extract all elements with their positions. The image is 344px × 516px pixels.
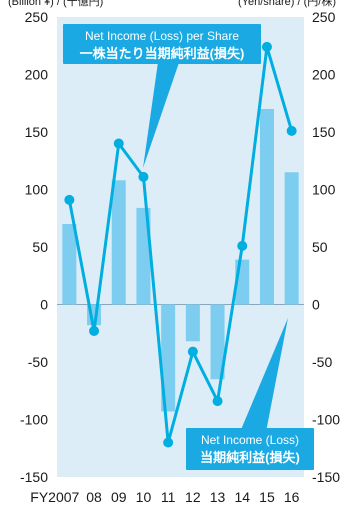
bar-5 <box>185 304 200 342</box>
x-tick-2: 09 <box>111 489 127 505</box>
eps-point-9 <box>286 125 297 136</box>
eps-point-7 <box>237 240 248 251</box>
left-tick-4: 50 <box>32 239 48 255</box>
eps-callout-label-en: Net Income (Loss) per Share <box>85 29 239 43</box>
bar-3 <box>136 207 151 305</box>
right-tick-7: -100 <box>312 412 340 428</box>
eps-callout-pointer <box>143 48 184 168</box>
x-tick-4: 11 <box>161 489 176 505</box>
bar-4 <box>161 304 176 412</box>
x-tick-8: 15 <box>259 489 275 505</box>
ni-callout-label-ja: 当期純利益(損失) <box>200 450 300 465</box>
eps-point-8 <box>261 41 272 52</box>
x-tick-5: 12 <box>185 489 201 505</box>
left-tick-6: -50 <box>28 354 48 370</box>
right-tick-2: 150 <box>312 124 336 140</box>
ni-callout-pointer <box>240 318 288 432</box>
eps-callout-label-ja: 一株当たり当期純利益(損失) <box>80 46 245 61</box>
bar-8 <box>259 109 274 305</box>
x-tick-7: 14 <box>234 489 250 505</box>
left-tick-8: -150 <box>20 469 48 485</box>
left-tick-1: 200 <box>25 67 49 83</box>
eps-callout-box <box>63 24 261 64</box>
eps-point-2 <box>113 138 124 149</box>
eps-line <box>67 45 294 444</box>
bar-9 <box>284 172 299 305</box>
right-tick-6: -50 <box>312 354 332 370</box>
right-tick-8: -150 <box>312 469 340 485</box>
right-tick-1: 200 <box>312 67 336 83</box>
eps-point-6 <box>212 396 223 407</box>
eps-point-4 <box>163 437 174 448</box>
x-tick-9: 16 <box>284 489 300 505</box>
left-tick-3: 100 <box>25 182 49 198</box>
left-tick-2: 150 <box>25 124 49 140</box>
right-tick-0: 250 <box>312 9 336 25</box>
eps-point-0 <box>64 194 75 205</box>
ni-callout-box <box>186 428 314 470</box>
x-tick-3: 10 <box>136 489 152 505</box>
x-tick-6: 13 <box>210 489 226 505</box>
eps-point-5 <box>187 346 198 357</box>
bar-0 <box>62 224 77 305</box>
left-tick-0: 250 <box>25 9 49 25</box>
bar-2 <box>111 180 126 305</box>
eps-point-3 <box>138 171 149 182</box>
right-tick-5: 0 <box>312 297 320 313</box>
right-tick-3: 100 <box>312 182 336 198</box>
x-tick-1: 08 <box>86 489 102 505</box>
bar-6 <box>210 304 225 380</box>
right-tick-4: 50 <box>312 239 328 255</box>
right-axis-unit: (Yen/share) / (円/株) <box>238 0 336 8</box>
ni-callout-label-en: Net Income (Loss) <box>201 433 299 447</box>
eps-point-1 <box>89 325 100 336</box>
x-tick-0: FY2007 <box>30 489 79 505</box>
left-tick-7: -100 <box>20 412 48 428</box>
left-axis-unit: (Billion ¥) / (十億円) <box>8 0 103 8</box>
left-tick-5: 0 <box>40 297 48 313</box>
